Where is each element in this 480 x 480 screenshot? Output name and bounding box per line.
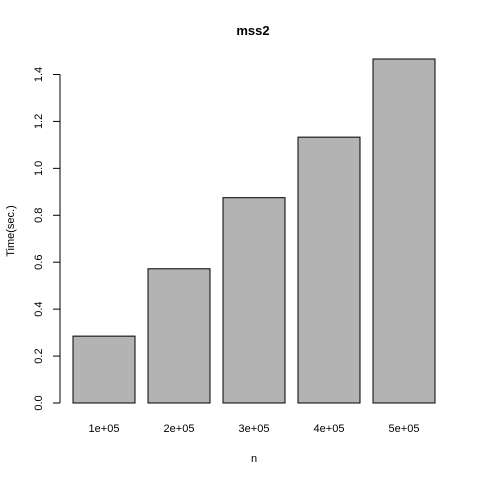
x-tick-labels: 1e+05 2e+05 3e+05 4e+05 5e+05 [89, 423, 420, 435]
bar-1e+05 [72, 335, 136, 404]
chart-title: mss2 [236, 23, 269, 38]
y-tick-label: 1.0 [33, 161, 45, 176]
y-tick-label: 0.0 [33, 395, 45, 410]
y-tick-label: 0.6 [33, 255, 45, 270]
bar-3e+05 [222, 197, 286, 404]
y-tick-label: 0.2 [33, 348, 45, 363]
x-tick-label: 1e+05 [89, 423, 120, 435]
bars [72, 58, 436, 404]
x-tick-label: 5e+05 [389, 423, 420, 435]
y-tick-label: 0.8 [33, 208, 45, 223]
y-axis: 0.0 0.2 0.4 0.6 0.8 1.0 1.2 1.4 [33, 67, 61, 411]
x-axis-label: n [251, 453, 257, 465]
y-axis-label: Time(sec.) [5, 205, 17, 257]
y-tick-label: 0.4 [33, 301, 45, 316]
y-tick-label: 1.2 [33, 114, 45, 129]
bar-5e+05 [372, 58, 436, 404]
bar-2e+05 [147, 268, 211, 404]
bar-4e+05 [297, 136, 361, 404]
x-tick-label: 3e+05 [239, 423, 270, 435]
y-tick-label: 1.4 [33, 67, 45, 82]
x-tick-label: 4e+05 [314, 423, 345, 435]
x-tick-label: 2e+05 [164, 423, 195, 435]
